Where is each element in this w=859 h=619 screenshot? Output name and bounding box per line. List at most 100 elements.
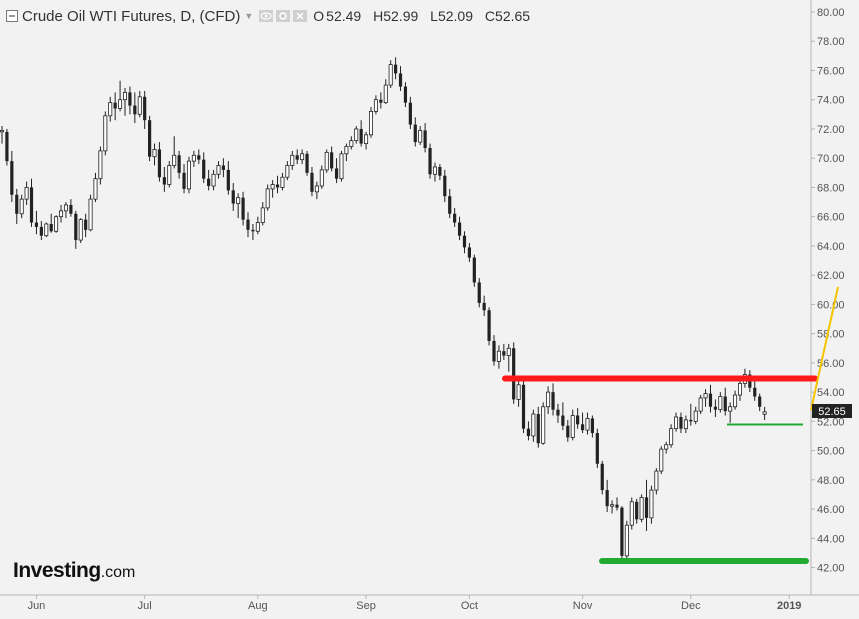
candle-body-up: [585, 418, 590, 431]
candle-body-up: [624, 524, 629, 557]
candle-body-down: [408, 102, 412, 125]
candle: [10, 150, 14, 203]
candle: [260, 202, 265, 226]
eye-icon[interactable]: [259, 10, 274, 22]
candle-body-down: [551, 392, 555, 410]
candle-body-up: [19, 198, 24, 215]
candle: [211, 169, 216, 191]
candle-body-up: [418, 130, 423, 143]
candle-body-up: [44, 223, 49, 237]
candle: [438, 164, 442, 181]
candle: [541, 402, 546, 445]
x-tick-label: Jul: [138, 600, 152, 612]
candle: [620, 506, 624, 561]
trend-arrow-line[interactable]: [810, 286, 839, 411]
candle-body-up: [324, 151, 329, 171]
chart-header: Crude Oil WTI Futures, D, (CFD) ▼ O 52.49…: [6, 6, 532, 26]
candle-body-up: [683, 419, 688, 430]
candle: [305, 150, 309, 176]
candle-body-down: [394, 64, 398, 74]
candle: [674, 412, 679, 432]
candle: [98, 146, 103, 185]
y-tick-label: 70.00: [817, 153, 845, 165]
candle: [88, 194, 93, 232]
candle: [118, 80, 123, 112]
y-tick-label: 78.00: [817, 36, 845, 48]
candle-body-up: [762, 411, 767, 415]
y-tick-label: 74.00: [817, 95, 845, 107]
candle: [659, 446, 664, 474]
candle: [506, 343, 511, 372]
candle-body-up: [368, 111, 373, 136]
low-label: L: [430, 8, 438, 24]
candle: [477, 278, 481, 308]
candle: [487, 307, 491, 346]
candle-body-down: [177, 155, 181, 173]
candle-body-down: [502, 351, 506, 356]
candle-body-down: [162, 177, 166, 185]
x-tick-label: Dec: [681, 600, 701, 612]
candle-body-up: [349, 140, 354, 147]
candle-body-down: [295, 155, 299, 160]
candle-body-down: [708, 393, 713, 407]
candle-body-up: [339, 153, 344, 180]
candle: [354, 126, 359, 144]
candle-body-up: [108, 102, 113, 117]
candle: [432, 162, 437, 182]
candle: [216, 161, 221, 179]
candle: [679, 412, 683, 434]
candle-body-down: [713, 406, 717, 410]
y-tick-label: 66.00: [817, 212, 845, 224]
candle: [713, 399, 717, 417]
candle-body-down: [15, 194, 19, 214]
high-value: 52.99: [383, 8, 419, 24]
settings-icon[interactable]: [276, 10, 291, 22]
close-icon[interactable]: [293, 10, 308, 22]
candle: [15, 188, 19, 224]
candle: [580, 412, 585, 434]
candle: [78, 218, 83, 243]
candle: [443, 169, 447, 203]
candle-body-down: [398, 73, 403, 87]
candle-body-up: [93, 178, 98, 200]
candle-body-down: [438, 166, 442, 176]
y-tick-label: 64.00: [817, 241, 845, 253]
candle: [265, 184, 270, 211]
collapse-square-icon[interactable]: [6, 10, 18, 22]
x-tick-label: Aug: [248, 600, 268, 612]
candle: [191, 150, 196, 167]
candle: [394, 57, 398, 80]
candle: [251, 223, 255, 241]
candle: [221, 158, 225, 178]
candle-body-down: [580, 424, 585, 431]
chevron-down-icon[interactable]: ▼: [244, 11, 254, 21]
logo-suffix-text: .com: [100, 564, 136, 581]
candle: [502, 343, 506, 360]
candle-body-up: [674, 416, 679, 430]
candle: [644, 479, 649, 532]
candle: [285, 161, 290, 181]
candle-body-up: [698, 397, 703, 412]
candle: [172, 136, 177, 169]
candle: [241, 191, 245, 226]
candle: [364, 131, 369, 150]
candle: [561, 402, 565, 431]
candle: [615, 497, 619, 511]
candle-body-up: [285, 165, 290, 178]
candle: [703, 389, 708, 407]
open-value: 52.49: [326, 8, 362, 24]
candle: [624, 520, 629, 562]
candle-body-down: [207, 178, 211, 186]
candle: [723, 387, 727, 416]
candle: [359, 120, 363, 147]
candle: [496, 345, 501, 369]
candle-body-down: [182, 172, 186, 189]
y-tick-label: 58.00: [817, 329, 845, 341]
candle: [133, 92, 137, 124]
candle-body-down: [39, 226, 43, 236]
candle: [762, 406, 767, 421]
x-tick-label: Oct: [461, 600, 478, 612]
candle: [521, 378, 526, 434]
candle-body-down: [241, 197, 245, 220]
